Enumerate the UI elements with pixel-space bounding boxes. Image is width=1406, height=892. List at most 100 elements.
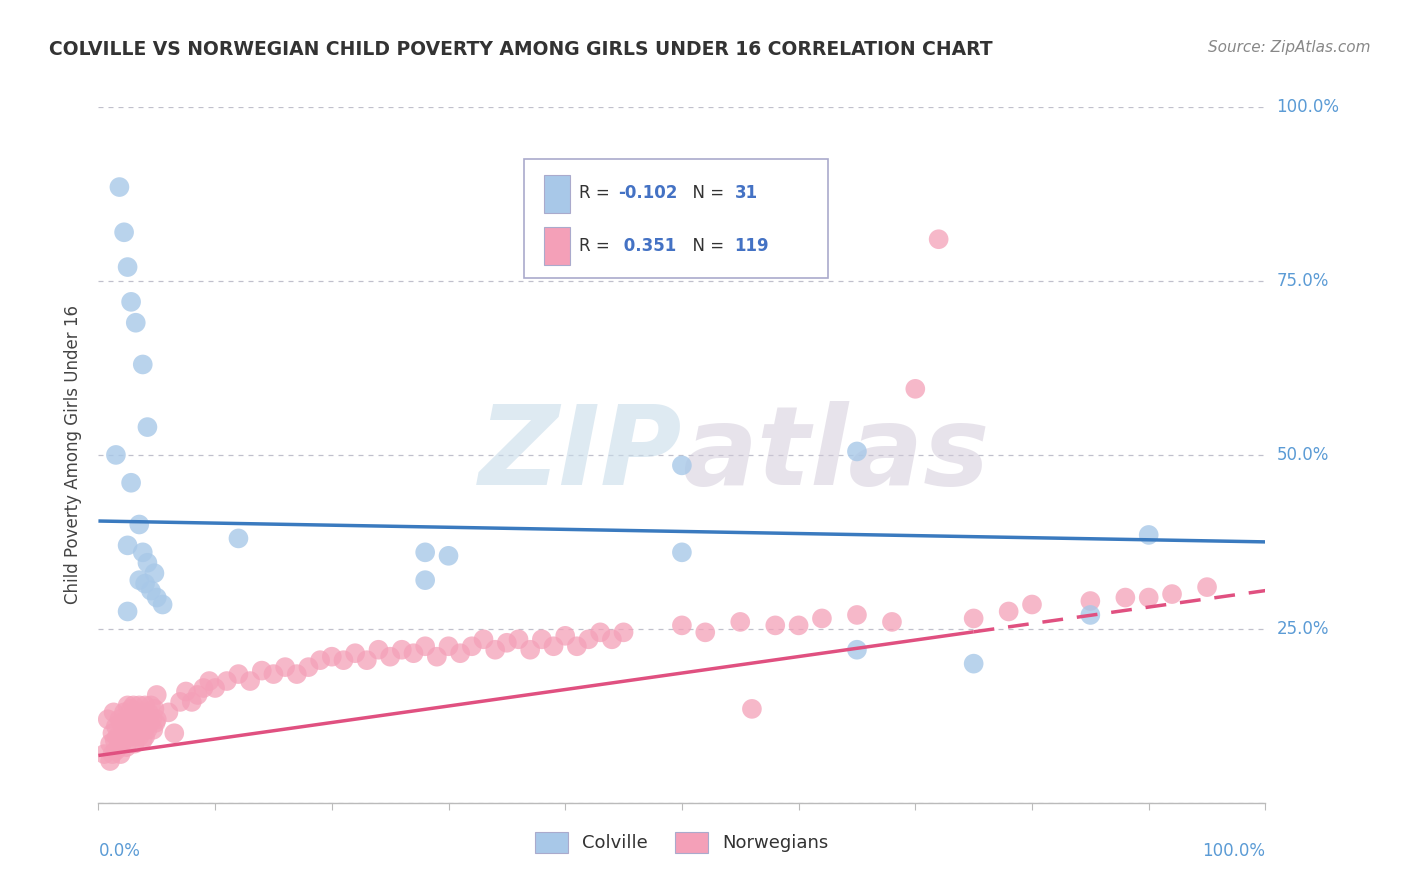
Point <box>128 573 150 587</box>
Point <box>104 744 127 758</box>
Point <box>180 695 202 709</box>
Point <box>741 702 763 716</box>
Point <box>132 545 155 559</box>
Point <box>962 657 984 671</box>
Text: 50.0%: 50.0% <box>1277 446 1329 464</box>
Bar <box>544 175 569 213</box>
Point <box>730 615 752 629</box>
Text: 31: 31 <box>734 184 758 202</box>
Point <box>204 681 226 695</box>
Point <box>118 712 141 726</box>
Point <box>128 730 150 744</box>
Point <box>589 625 612 640</box>
Point <box>297 660 319 674</box>
Point <box>380 649 402 664</box>
Point <box>787 618 810 632</box>
Point <box>496 636 519 650</box>
Point <box>1137 591 1160 605</box>
Point <box>103 706 125 720</box>
Point <box>228 667 250 681</box>
Point <box>98 737 121 751</box>
Text: 119: 119 <box>734 237 769 255</box>
Point <box>437 549 460 563</box>
Point <box>101 747 124 761</box>
Text: Source: ZipAtlas.com: Source: ZipAtlas.com <box>1208 40 1371 55</box>
Point <box>262 667 284 681</box>
Point <box>108 733 131 747</box>
Point <box>120 730 142 744</box>
Point <box>139 698 162 713</box>
Point <box>163 726 186 740</box>
Point <box>356 653 378 667</box>
Point <box>107 740 129 755</box>
Point <box>413 545 436 559</box>
Point <box>111 715 134 730</box>
Point <box>928 232 950 246</box>
Point <box>565 639 588 653</box>
Point <box>125 706 148 720</box>
Point <box>484 642 506 657</box>
Point <box>101 726 124 740</box>
Point <box>285 667 308 681</box>
Point <box>135 712 157 726</box>
Point <box>108 180 131 194</box>
Point <box>250 664 273 678</box>
Point <box>543 639 565 653</box>
Point <box>134 730 156 744</box>
Point <box>146 688 169 702</box>
Point <box>117 605 139 619</box>
Point <box>136 723 159 737</box>
Point <box>122 698 145 713</box>
Point <box>128 517 150 532</box>
Point <box>239 674 262 689</box>
Point <box>215 674 238 689</box>
Point <box>146 591 169 605</box>
Point <box>391 642 413 657</box>
Point <box>554 629 576 643</box>
Point <box>132 706 155 720</box>
Point <box>139 583 162 598</box>
Point <box>124 737 146 751</box>
Point <box>169 695 191 709</box>
Point <box>115 723 138 737</box>
Point <box>121 708 143 723</box>
Point <box>136 556 159 570</box>
Point <box>613 625 636 640</box>
Text: 25.0%: 25.0% <box>1277 620 1329 638</box>
Text: 100.0%: 100.0% <box>1202 842 1265 860</box>
Text: N =: N = <box>682 184 734 202</box>
Text: ZIP: ZIP <box>478 401 682 508</box>
Text: -0.102: -0.102 <box>617 184 678 202</box>
Point <box>111 737 134 751</box>
Point <box>671 458 693 473</box>
FancyBboxPatch shape <box>524 159 828 277</box>
Point <box>139 715 162 730</box>
Point <box>187 688 209 702</box>
Point <box>152 598 174 612</box>
Text: 100.0%: 100.0% <box>1277 98 1340 116</box>
Point <box>367 642 389 657</box>
Point <box>141 712 163 726</box>
Point <box>1080 607 1102 622</box>
Point <box>128 698 150 713</box>
Point <box>143 702 166 716</box>
Text: COLVILLE VS NORWEGIAN CHILD POVERTY AMONG GIRLS UNDER 16 CORRELATION CHART: COLVILLE VS NORWEGIAN CHILD POVERTY AMON… <box>49 40 993 59</box>
Point <box>426 649 449 664</box>
Point <box>125 316 148 330</box>
Text: R =: R = <box>579 184 616 202</box>
Point <box>104 719 127 733</box>
Point <box>142 723 165 737</box>
Point <box>97 712 120 726</box>
Point <box>198 674 221 689</box>
Text: 0.0%: 0.0% <box>98 842 141 860</box>
Point <box>997 605 1019 619</box>
Point <box>413 573 436 587</box>
Y-axis label: Child Poverty Among Girls Under 16: Child Poverty Among Girls Under 16 <box>65 305 83 605</box>
Point <box>120 294 142 309</box>
Point <box>174 684 197 698</box>
Point <box>120 475 142 490</box>
Point <box>104 733 127 747</box>
Point <box>115 740 138 755</box>
Point <box>530 632 553 647</box>
Point <box>132 358 155 372</box>
